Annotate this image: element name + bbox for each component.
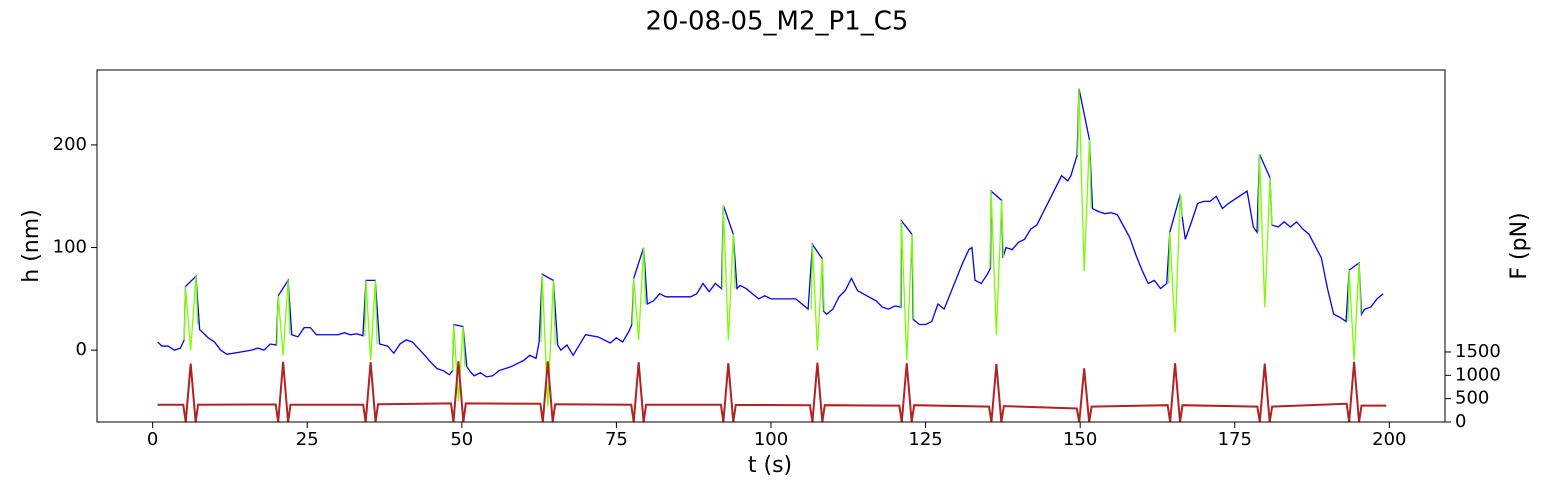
data-line — [157, 88, 1384, 378]
x-tick-label: 75 — [605, 429, 628, 450]
plot-frame — [96, 69, 1446, 423]
y2-tick-label: 1500 — [1455, 341, 1501, 362]
y-axis-label: h (nm) — [19, 209, 44, 282]
plot-lines — [157, 88, 1387, 423]
y-tick-label: 0 — [76, 339, 87, 360]
x-tick-label: 125 — [908, 429, 942, 450]
x-tick-label: 25 — [296, 429, 319, 450]
x-tick-label: 50 — [450, 429, 473, 450]
x-tick-label: 175 — [1218, 429, 1252, 450]
chart-title: 20-08-05_M2_P1_C5 — [646, 7, 909, 37]
x-tick-label: 0 — [147, 429, 158, 450]
x-axis-label: t (s) — [748, 453, 792, 478]
data-line — [183, 88, 1362, 407]
y-tick-label: 200 — [53, 134, 87, 155]
y-tick-label: 100 — [53, 237, 87, 258]
y2-axis-label: F (pN) — [1507, 212, 1532, 279]
y2-tick-label: 0 — [1455, 411, 1466, 432]
x-tick-label: 200 — [1372, 429, 1406, 450]
x-tick-label: 100 — [754, 429, 788, 450]
y2-tick-label: 500 — [1455, 388, 1489, 409]
data-line — [157, 361, 1387, 423]
x-tick-label: 150 — [1063, 429, 1097, 450]
y2-tick-label: 1000 — [1455, 364, 1501, 385]
